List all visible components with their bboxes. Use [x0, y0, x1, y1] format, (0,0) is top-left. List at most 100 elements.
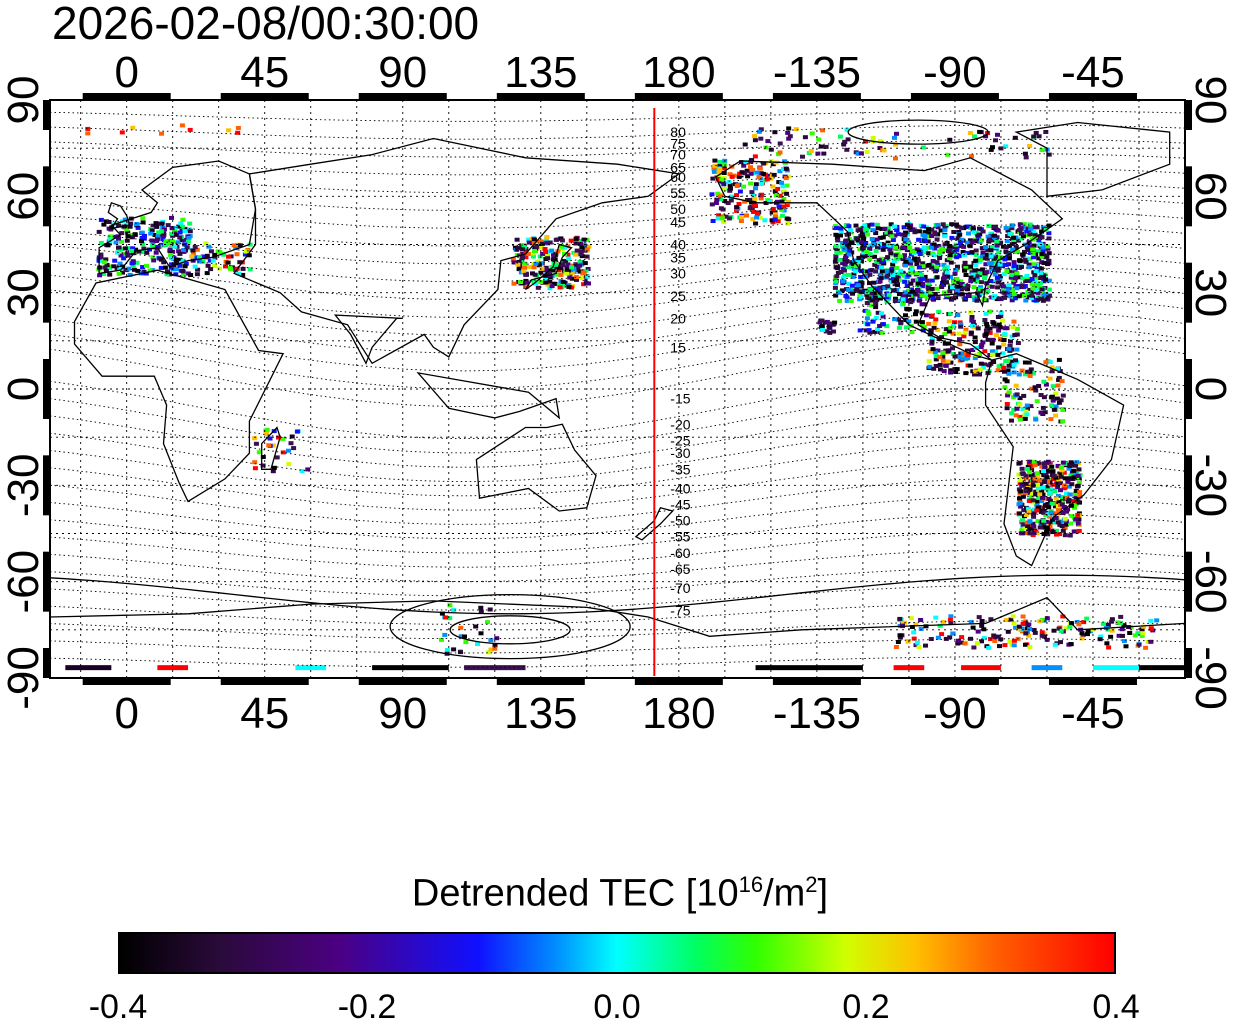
tec-pixel — [937, 253, 943, 257]
tec-pixel — [1006, 283, 1012, 288]
tec-pixel — [1039, 287, 1045, 292]
tec-pixel — [977, 287, 983, 292]
tec-pixel — [857, 247, 863, 252]
tec-pixel — [906, 241, 912, 246]
tec-pixel — [116, 223, 122, 228]
tec-pixel — [872, 295, 878, 300]
tec-pixel — [742, 142, 748, 147]
tec-pixel — [177, 230, 183, 235]
tec-pixel — [1011, 280, 1017, 285]
tec-pixel — [994, 275, 1000, 280]
tec-pixel — [518, 280, 523, 284]
tec-pixel — [968, 636, 973, 641]
tec-pixel — [858, 259, 864, 264]
tec-pixel — [889, 234, 895, 239]
tec-pixel — [997, 325, 1003, 330]
tec-pixel — [1022, 416, 1028, 421]
tec-pixel — [900, 257, 906, 261]
tec-pixel — [1068, 503, 1074, 508]
tec-pixel — [781, 208, 787, 213]
tec-pixel — [894, 275, 900, 280]
tec-pixel — [998, 274, 1003, 279]
tec-pixel — [931, 366, 937, 371]
south-pole-oval — [449, 615, 571, 645]
tec-pixel — [884, 324, 890, 329]
tec-pixel — [132, 232, 138, 237]
tec-pixel — [1023, 489, 1029, 494]
tec-pixel — [894, 282, 900, 287]
tec-pixel — [955, 236, 961, 241]
tec-pixel — [942, 234, 948, 239]
tec-pixel — [739, 215, 745, 220]
tec-pixel — [1024, 520, 1030, 525]
tec-pixel — [1006, 346, 1012, 351]
tec-pixel — [773, 214, 778, 219]
colorbar-title-exp: 16 — [738, 872, 764, 897]
tec-pixel — [856, 260, 862, 265]
contour-label-south: -35 — [670, 461, 690, 477]
bottom-axis-label: -90 — [923, 689, 987, 738]
tec-pixel — [1065, 479, 1071, 484]
tec-pixel — [1045, 246, 1051, 251]
tec-pixel — [1057, 532, 1063, 537]
tec-pixel — [903, 313, 908, 318]
tec-pixel — [879, 311, 884, 316]
tec-pixel — [969, 318, 975, 323]
tec-pixel — [839, 288, 845, 293]
tec-pixel — [872, 329, 878, 334]
tec-pixel — [834, 226, 840, 231]
tec-pixel — [823, 144, 829, 149]
tec-pixel — [958, 322, 964, 327]
tec-pixel — [1003, 618, 1009, 623]
tec-pixel — [877, 235, 883, 240]
tec-pixel — [969, 250, 975, 255]
tec-pixel — [919, 310, 925, 315]
tec-pixel — [1055, 506, 1061, 511]
tec-pixel — [975, 629, 981, 634]
contour-line — [49, 388, 1186, 454]
tec-pixel — [1136, 642, 1142, 647]
tec-pixel — [458, 650, 463, 655]
tec-pixel — [1001, 365, 1007, 370]
tec-pixel — [940, 350, 946, 355]
tec-pixel — [995, 315, 1001, 319]
tec-pixel — [891, 279, 897, 284]
tec-pixel — [1053, 391, 1059, 396]
tec-pixel — [533, 261, 539, 266]
tec-pixel — [1040, 245, 1046, 250]
tec-pixel — [1028, 404, 1034, 409]
tec-pixel — [529, 251, 535, 256]
tec-pixel — [523, 272, 529, 277]
tec-pixel — [1032, 278, 1038, 283]
tec-pixel — [866, 244, 872, 249]
tec-pixel — [758, 196, 764, 201]
tec-pixel — [913, 643, 919, 648]
tec-pixel — [868, 303, 874, 308]
tec-pixel — [1031, 531, 1037, 535]
tec-pixel — [1024, 403, 1030, 408]
tec-pixel — [934, 286, 940, 291]
contour-line — [49, 531, 1186, 568]
tec-pixel — [1074, 620, 1080, 624]
tec-pixel — [950, 631, 956, 636]
tec-pixel — [960, 356, 966, 361]
tec-pixel — [1135, 631, 1141, 636]
tec-pixel — [1027, 144, 1033, 148]
tec-pixel — [729, 174, 735, 179]
tec-pixel — [1011, 362, 1017, 367]
tec-pixel — [172, 225, 178, 230]
tec-pixel — [267, 436, 273, 441]
tec-pixel — [926, 321, 932, 326]
tec-pixel — [885, 240, 891, 245]
tec-pixel — [908, 223, 914, 228]
tec-pixel — [252, 466, 258, 471]
tec-pixel — [957, 342, 963, 347]
tec-pixel — [150, 223, 156, 228]
tec-pixel — [840, 279, 846, 284]
tec-pixel — [716, 213, 722, 218]
tec-pixel — [976, 268, 982, 273]
tec-pixel — [947, 289, 953, 294]
tec-pixel — [242, 252, 248, 257]
tec-pixel — [777, 150, 783, 155]
tec-pixel — [1022, 151, 1028, 156]
